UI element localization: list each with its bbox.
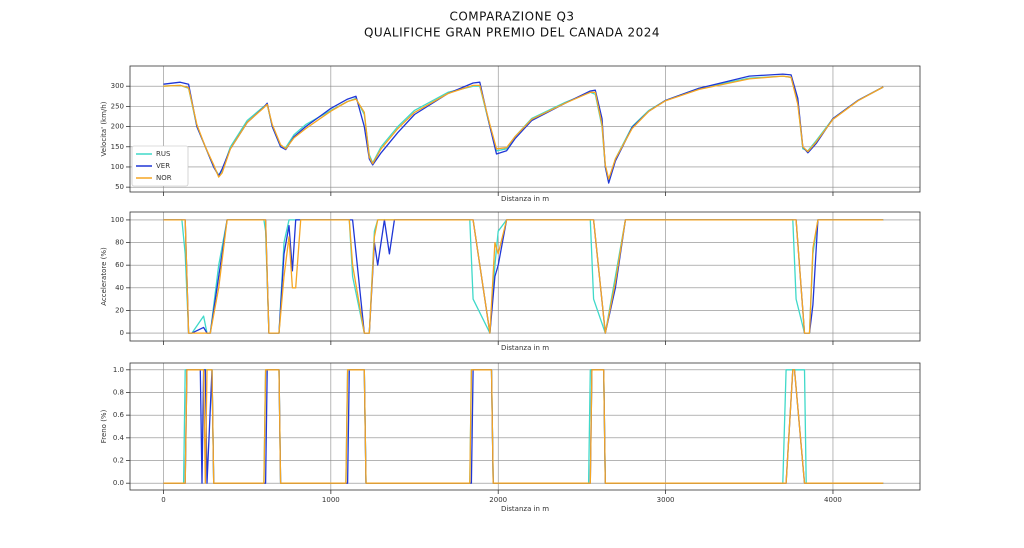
y-tick-label: 150 xyxy=(111,143,124,151)
y-tick-label: 250 xyxy=(111,102,124,110)
legend-label: NOR xyxy=(156,174,172,182)
y-tick-label: 0 xyxy=(120,329,124,337)
legend-label: VER xyxy=(156,162,170,170)
x-axis-label: Distanza in m xyxy=(501,505,549,513)
y-axis-label: Velocita' (km/h) xyxy=(100,101,108,156)
x-tick-label: 0 xyxy=(161,496,165,504)
y-axis-label: Acceleratore (%) xyxy=(100,247,108,306)
y-tick-label: 40 xyxy=(115,284,124,292)
y-tick-label: 0.2 xyxy=(113,457,124,465)
y-tick-label: 200 xyxy=(111,123,124,131)
series-line xyxy=(163,219,884,334)
series-line xyxy=(163,219,884,334)
series-line xyxy=(163,369,884,484)
y-axis-label: Freno (%) xyxy=(100,409,108,443)
legend-box xyxy=(131,145,189,187)
y-tick-label: 0.4 xyxy=(113,434,125,442)
y-tick-label: 60 xyxy=(115,261,124,269)
x-tick-label: 3000 xyxy=(657,496,675,504)
figure-subtitle: QUALIFICHE GRAN PREMIO DEL CANADA 2024 xyxy=(364,26,660,40)
legend-label: RUS xyxy=(156,150,171,158)
y-tick-label: 0.0 xyxy=(113,479,124,487)
series-line xyxy=(163,75,884,182)
series-line xyxy=(163,369,884,484)
y-tick-label: 300 xyxy=(111,82,124,90)
plot-frame xyxy=(129,211,921,342)
plot-frame xyxy=(129,65,921,193)
y-tick-label: 0.8 xyxy=(113,388,124,396)
y-tick-label: 100 xyxy=(111,163,124,171)
y-tick-label: 0.6 xyxy=(113,411,125,419)
y-tick-label: 1.0 xyxy=(113,366,124,374)
y-tick-label: 50 xyxy=(115,183,124,191)
series-line xyxy=(163,75,884,180)
y-tick-label: 100 xyxy=(111,216,124,224)
plot-frame xyxy=(129,362,921,491)
y-tick-label: 80 xyxy=(115,239,124,247)
x-tick-label: 1000 xyxy=(322,496,340,504)
series-line xyxy=(163,369,884,484)
series-line xyxy=(163,219,884,334)
x-tick-label: 4000 xyxy=(824,496,842,504)
x-axis-label: Distanza in m xyxy=(501,344,549,352)
x-tick-label: 2000 xyxy=(489,496,507,504)
y-tick-label: 20 xyxy=(115,306,124,314)
figure-title: COMPARAZIONE Q3 xyxy=(449,10,574,24)
x-axis-label: Distanza in m xyxy=(501,195,549,203)
